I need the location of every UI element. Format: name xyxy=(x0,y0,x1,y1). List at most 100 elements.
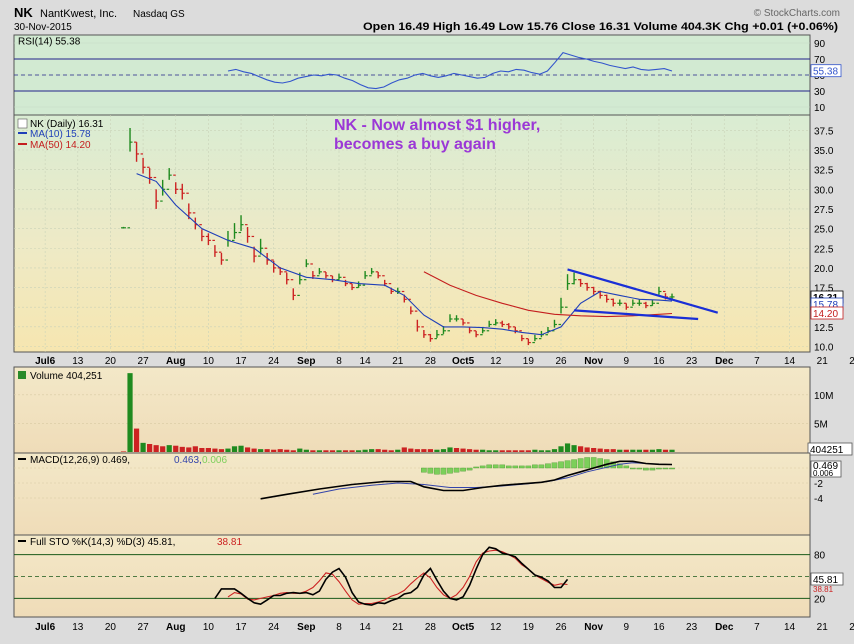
sto-panel-bg xyxy=(13,534,811,618)
volume-bar xyxy=(258,449,264,452)
price-tick-label: 27.5 xyxy=(814,205,834,216)
macd-hist-bar xyxy=(571,459,577,469)
volume-bar xyxy=(525,450,531,452)
trend-line xyxy=(573,309,699,321)
price-bar xyxy=(205,233,211,246)
rsi-tick-label: 70 xyxy=(814,55,826,66)
macd-hist-bar xyxy=(623,465,630,469)
volume-bar xyxy=(120,451,127,452)
date-tick-label: 14 xyxy=(360,622,372,633)
date-tick-label: 28 xyxy=(849,622,854,633)
volume-bar xyxy=(382,449,388,452)
macd-hist-bar xyxy=(492,464,499,469)
price-tick-label: 20.0 xyxy=(814,264,834,275)
macd-hist-bar xyxy=(525,465,532,469)
date-tick-label: 21 xyxy=(817,356,829,367)
price-bar xyxy=(179,183,185,200)
volume-bar xyxy=(538,450,545,452)
date-tick-label: 19 xyxy=(523,356,535,367)
date-tick-label: Sep xyxy=(297,622,315,633)
price-bar xyxy=(591,286,597,295)
macd-hist-bar xyxy=(453,467,460,473)
date-tick-label: 23 xyxy=(686,622,698,633)
price-tick-label: 30.0 xyxy=(814,185,834,196)
price-bar xyxy=(532,334,538,344)
volume-bar xyxy=(480,449,486,452)
price-bar xyxy=(623,302,629,310)
macd-hist-bar xyxy=(499,464,506,469)
volume-bar xyxy=(564,443,571,452)
macd-hist-bar xyxy=(558,461,564,469)
macd-hist-bar xyxy=(545,463,551,469)
volume-bar xyxy=(532,449,538,452)
date-tick-label: 8 xyxy=(336,622,342,633)
volume-bar xyxy=(133,428,140,452)
price-bar xyxy=(669,293,675,300)
price-bar xyxy=(643,301,649,309)
price-bar xyxy=(460,318,466,326)
macd-hist-bar xyxy=(538,464,545,469)
volume-bar xyxy=(669,449,675,452)
date-tick-label: 7 xyxy=(754,356,760,367)
price-legend-ma50: MA(50) 14.20 xyxy=(30,140,91,151)
date-tick-label: 26 xyxy=(555,622,567,633)
volume-bar xyxy=(584,447,590,452)
macd-hist-bar xyxy=(440,467,447,475)
price-bar xyxy=(251,235,257,263)
volume-bar xyxy=(447,447,453,452)
price-bar xyxy=(303,259,309,281)
volume-bar xyxy=(244,447,251,452)
volume-bar xyxy=(440,449,447,452)
price-bar xyxy=(630,299,636,308)
volume-bar xyxy=(551,449,558,452)
price-bar xyxy=(578,278,584,287)
volume-bar xyxy=(591,448,597,452)
macd-hist-bar xyxy=(577,458,584,469)
date-tick-label: Oct5 xyxy=(452,356,475,367)
annotation-line2: becomes a buy again xyxy=(334,136,496,153)
macd-hist-bar xyxy=(447,467,453,474)
volume-bar xyxy=(303,449,309,452)
sto-k-line xyxy=(214,546,569,606)
date-tick-label: 9 xyxy=(624,622,630,633)
date-tick-label: 20 xyxy=(105,622,117,633)
price-bar xyxy=(140,153,146,174)
macd-last-label: 0.469 xyxy=(813,461,838,472)
price-bar xyxy=(558,297,564,326)
price-bar xyxy=(447,314,453,332)
price-bar xyxy=(212,239,218,257)
date-tick-label: Aug xyxy=(166,622,185,633)
sto-legend-title: Full STO %K(14,3) %D(3) 45.81, xyxy=(30,537,175,548)
price-bar xyxy=(656,286,662,304)
date-tick-label: Dec xyxy=(715,356,734,367)
volume-bar xyxy=(519,450,525,452)
price-bar xyxy=(499,320,505,328)
volume-bar xyxy=(225,448,231,452)
trend-line xyxy=(567,268,719,314)
volume-bar xyxy=(284,449,290,452)
date-tick-label: 10 xyxy=(203,356,215,367)
company-name: NantKwest, Inc. xyxy=(40,8,117,20)
quote-line: Open 16.49 High 16.49 Low 15.76 Close 16… xyxy=(363,21,838,33)
macd-hist-bar xyxy=(466,467,473,471)
date-tick-label: 14 xyxy=(784,622,796,633)
watermark: © StockCharts.com xyxy=(754,8,840,19)
rsi-line xyxy=(227,51,673,90)
volume-bar xyxy=(434,449,440,452)
price-bar xyxy=(121,226,126,229)
price-panel-bg xyxy=(13,114,811,353)
price-bar xyxy=(375,271,381,279)
date-tick-label: 7 xyxy=(754,622,760,633)
price-bar xyxy=(369,268,375,277)
price-bar xyxy=(284,271,290,285)
price-tick-label: 17.5 xyxy=(814,284,834,295)
annotation-line1: NK - Now almost $1 higher, xyxy=(334,117,540,134)
volume-last-label: 404251 xyxy=(810,445,844,456)
date-tick-label: 17 xyxy=(235,356,247,367)
volume-panel-bg xyxy=(13,366,811,454)
macd-tick-label: -4 xyxy=(814,494,823,505)
date-tick-label: 17 xyxy=(235,622,247,633)
date-tick-label: 26 xyxy=(555,356,567,367)
volume-bar xyxy=(127,373,133,452)
